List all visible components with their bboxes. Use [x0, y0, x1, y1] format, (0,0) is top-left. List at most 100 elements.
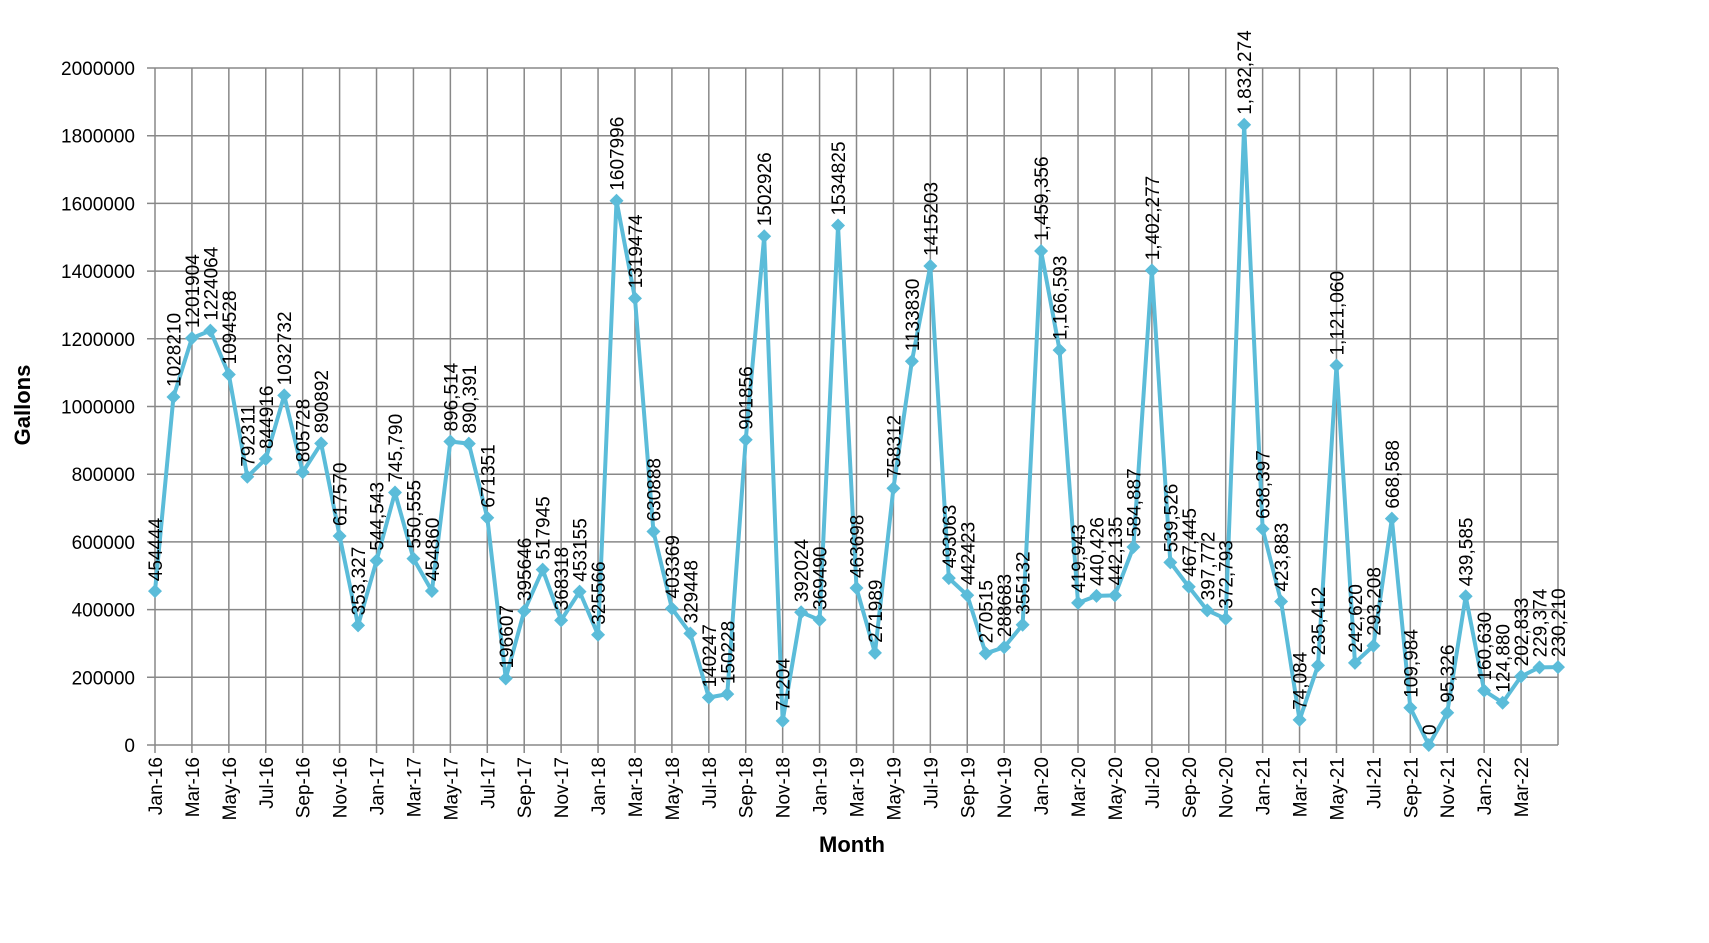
y-tick-label: 1400000 [61, 262, 135, 283]
data-label: 329448 [681, 560, 702, 623]
point-marker [443, 434, 458, 449]
point-marker [978, 646, 993, 661]
data-label: 1,166,593 [1051, 256, 1072, 341]
y-tick-label: 1800000 [61, 127, 135, 148]
data-label: 493063 [940, 505, 961, 568]
data-label: 890892 [312, 370, 333, 433]
x-tick-label: Sep-17 [515, 757, 536, 818]
data-label: 242,620 [1346, 584, 1367, 653]
point-marker [1421, 738, 1436, 752]
data-label: 668,588 [1383, 440, 1404, 509]
data-label: 1028210 [164, 313, 185, 387]
point-marker [480, 510, 495, 525]
data-label: 517945 [534, 496, 555, 559]
data-label: 1607996 [608, 117, 629, 191]
data-label: 901856 [737, 366, 758, 429]
x-tick-label: Jan-18 [589, 757, 610, 815]
x-tick-label: May-21 [1327, 757, 1348, 820]
point-marker [1495, 695, 1510, 710]
data-label: 792311 [238, 405, 259, 467]
data-label: 0 [1420, 724, 1441, 735]
data-label: 392024 [792, 538, 813, 602]
point-marker [1163, 555, 1178, 570]
point-marker [757, 229, 772, 244]
point-marker [1052, 343, 1067, 358]
point-marker [812, 612, 827, 627]
point-marker [609, 193, 624, 208]
data-label: 160,630 [1475, 612, 1496, 681]
data-label: 439,585 [1457, 518, 1478, 587]
data-label: 1032732 [275, 311, 296, 385]
data-label: 109,984 [1401, 629, 1422, 698]
point-marker [424, 584, 439, 599]
data-label: 74,084 [1291, 651, 1312, 710]
y-tick-label: 400000 [72, 601, 135, 622]
data-label: 1534825 [829, 141, 850, 215]
point-marker [1311, 658, 1326, 673]
data-label: 442423 [958, 522, 979, 585]
data-label: 890,391 [460, 365, 481, 434]
data-label: 1319474 [626, 214, 647, 288]
data-label: 288683 [995, 574, 1016, 637]
x-tick-label: Sep-16 [294, 757, 315, 818]
data-label: 1,121,060 [1327, 271, 1348, 356]
y-tick-label: 800000 [72, 465, 135, 486]
data-label: 1224064 [201, 246, 222, 320]
point-marker [1181, 579, 1196, 594]
data-label: 372,793 [1217, 540, 1238, 609]
data-label: 758312 [884, 415, 905, 478]
point-marker [240, 469, 255, 484]
point-marker [1366, 638, 1381, 653]
data-label: 671351 [478, 444, 499, 507]
data-label: 403369 [663, 535, 684, 598]
point-marker [1274, 594, 1289, 609]
data-label: 440,426 [1087, 517, 1108, 586]
x-tick-label: Jan-20 [1032, 757, 1053, 815]
data-label: 1,832,274 [1235, 30, 1256, 115]
data-label: 124,880 [1494, 624, 1515, 693]
point-marker [1477, 683, 1492, 698]
point-marker [1200, 603, 1215, 618]
x-tick-label: Nov-20 [1217, 757, 1238, 818]
data-label: 397,772 [1198, 532, 1219, 601]
point-marker [738, 432, 753, 447]
point-marker [1329, 358, 1344, 373]
x-tick-label: Jul-16 [257, 757, 278, 809]
point-marker [1551, 660, 1565, 675]
data-label: 1133830 [903, 279, 924, 352]
x-tick-label: May-19 [884, 757, 905, 820]
data-label: 1,459,356 [1032, 156, 1053, 241]
data-label: 95,326 [1438, 645, 1459, 703]
point-marker [775, 713, 790, 728]
point-marker [720, 687, 735, 702]
data-label: 235,412 [1309, 587, 1330, 656]
data-label: 1415203 [921, 182, 942, 256]
point-marker [1126, 540, 1141, 555]
data-label: 71204 [774, 658, 795, 711]
point-marker [1015, 617, 1030, 632]
x-tick-label: Mar-19 [848, 757, 869, 817]
point-marker [314, 436, 329, 451]
point-marker [1514, 669, 1529, 684]
point-marker [904, 354, 919, 369]
data-label: 293,208 [1364, 567, 1385, 636]
data-label: 229,374 [1531, 588, 1552, 657]
point-marker [1292, 712, 1307, 727]
data-label: 454444 [146, 517, 167, 581]
data-label: 196607 [497, 605, 518, 668]
data-label: 454860 [423, 518, 444, 581]
data-label: 544,543 [368, 482, 389, 551]
x-tick-label: Nov-16 [331, 757, 352, 818]
data-label: 355132 [1014, 551, 1035, 614]
x-tick-label: Sep-21 [1401, 757, 1422, 818]
x-tick-label: Mar-18 [626, 757, 647, 817]
point-marker [941, 571, 956, 586]
data-label: 617570 [331, 463, 352, 526]
data-label: 745,790 [386, 414, 407, 483]
data-label: 638,397 [1254, 450, 1275, 519]
y-tick-label: 600000 [72, 533, 135, 554]
point-marker [1218, 611, 1233, 626]
x-tick-label: Nov-18 [774, 757, 795, 818]
x-axis-label: Month [819, 832, 885, 857]
data-label: 896,514 [441, 362, 462, 431]
